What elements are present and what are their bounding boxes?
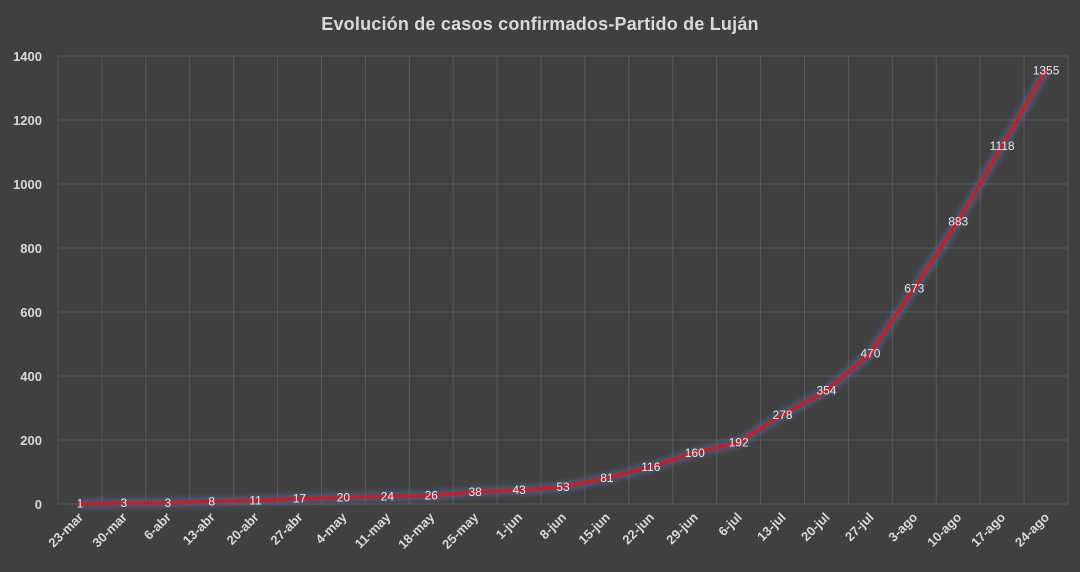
- x-tick-label: 8-jun: [537, 509, 570, 542]
- data-label: 192: [729, 436, 749, 450]
- data-label: 17: [293, 492, 307, 506]
- x-tick-label: 29-jun: [663, 509, 701, 547]
- data-label: 53: [556, 480, 570, 494]
- data-label: 354: [816, 384, 836, 398]
- data-label: 43: [512, 483, 526, 497]
- data-label: 20: [337, 491, 351, 505]
- y-tick-label: 600: [20, 305, 42, 320]
- x-tick-label: 30-mar: [89, 510, 130, 551]
- data-label: 883: [948, 214, 968, 228]
- data-label: 278: [773, 408, 793, 422]
- x-tick-label: 20-jul: [798, 510, 833, 545]
- x-tick-label: 23-mar: [45, 510, 86, 551]
- data-label: 26: [425, 489, 439, 503]
- x-tick-label: 22-jun: [619, 509, 657, 547]
- data-label: 160: [685, 446, 705, 460]
- data-label: 1118: [990, 139, 1015, 153]
- x-axis: 23-mar 30-mar 6-abr 13-abr 20-abr 27-abr 4-may…: [45, 509, 1052, 552]
- x-tick-label: 10-ago: [924, 509, 964, 549]
- x-tick-label: 20-abr: [224, 510, 262, 548]
- data-label: 3: [121, 496, 128, 510]
- x-tick-label: 3-ago: [885, 509, 920, 544]
- y-tick-label: 1400: [13, 49, 42, 64]
- x-tick-label: 4-may: [312, 509, 350, 547]
- x-tick-label: 24-ago: [1012, 509, 1052, 549]
- data-labels: 1 3 3 8 11 17 20 24 26 38 43 5381116160192278354470…: [77, 63, 1060, 510]
- data-label: 11: [249, 493, 262, 507]
- data-label: 470: [860, 347, 880, 361]
- data-label: 24: [381, 489, 395, 503]
- x-tick-label: 27-abr: [267, 510, 305, 548]
- series-line: [78, 68, 1050, 509]
- data-label: 38: [468, 485, 482, 499]
- data-label: 1: [77, 497, 84, 511]
- x-tick-label: 13-jul: [754, 510, 789, 545]
- x-tick-label: 13-abr: [180, 510, 218, 548]
- x-tick-label: 6-abr: [141, 510, 174, 543]
- series-line-path: [78, 68, 1048, 506]
- x-tick-label: 11-may: [352, 509, 394, 551]
- data-label: 81: [600, 471, 614, 485]
- data-label: 8: [208, 494, 215, 508]
- y-tick-label: 800: [20, 241, 42, 256]
- grid: [57, 55, 1069, 505]
- chart-title: Evolución de casos confirmados-Partido d…: [321, 14, 759, 34]
- x-tick-label: 25-may: [439, 509, 482, 552]
- x-tick-label: 1-jun: [493, 509, 526, 542]
- y-axis: 0 200 400 600 800 1000 1200 1400: [13, 49, 42, 512]
- y-tick-label: 400: [20, 369, 42, 384]
- y-tick-label: 1000: [13, 177, 42, 192]
- x-tick-label: 17-ago: [968, 509, 1008, 549]
- data-label: 3: [164, 496, 171, 510]
- x-tick-label: 15-jun: [575, 509, 613, 547]
- data-label: 673: [904, 282, 924, 296]
- x-tick-label: 18-may: [395, 509, 438, 552]
- x-tick-label: 27-jul: [842, 510, 877, 545]
- data-label: 116: [641, 460, 660, 474]
- y-tick-label: 1200: [13, 113, 42, 128]
- data-label: 1355: [1033, 63, 1060, 77]
- x-tick-label: 6-jul: [715, 510, 745, 540]
- series-line-glow: [79, 68, 1050, 509]
- y-tick-label: 200: [20, 433, 42, 448]
- y-tick-label: 0: [35, 497, 42, 512]
